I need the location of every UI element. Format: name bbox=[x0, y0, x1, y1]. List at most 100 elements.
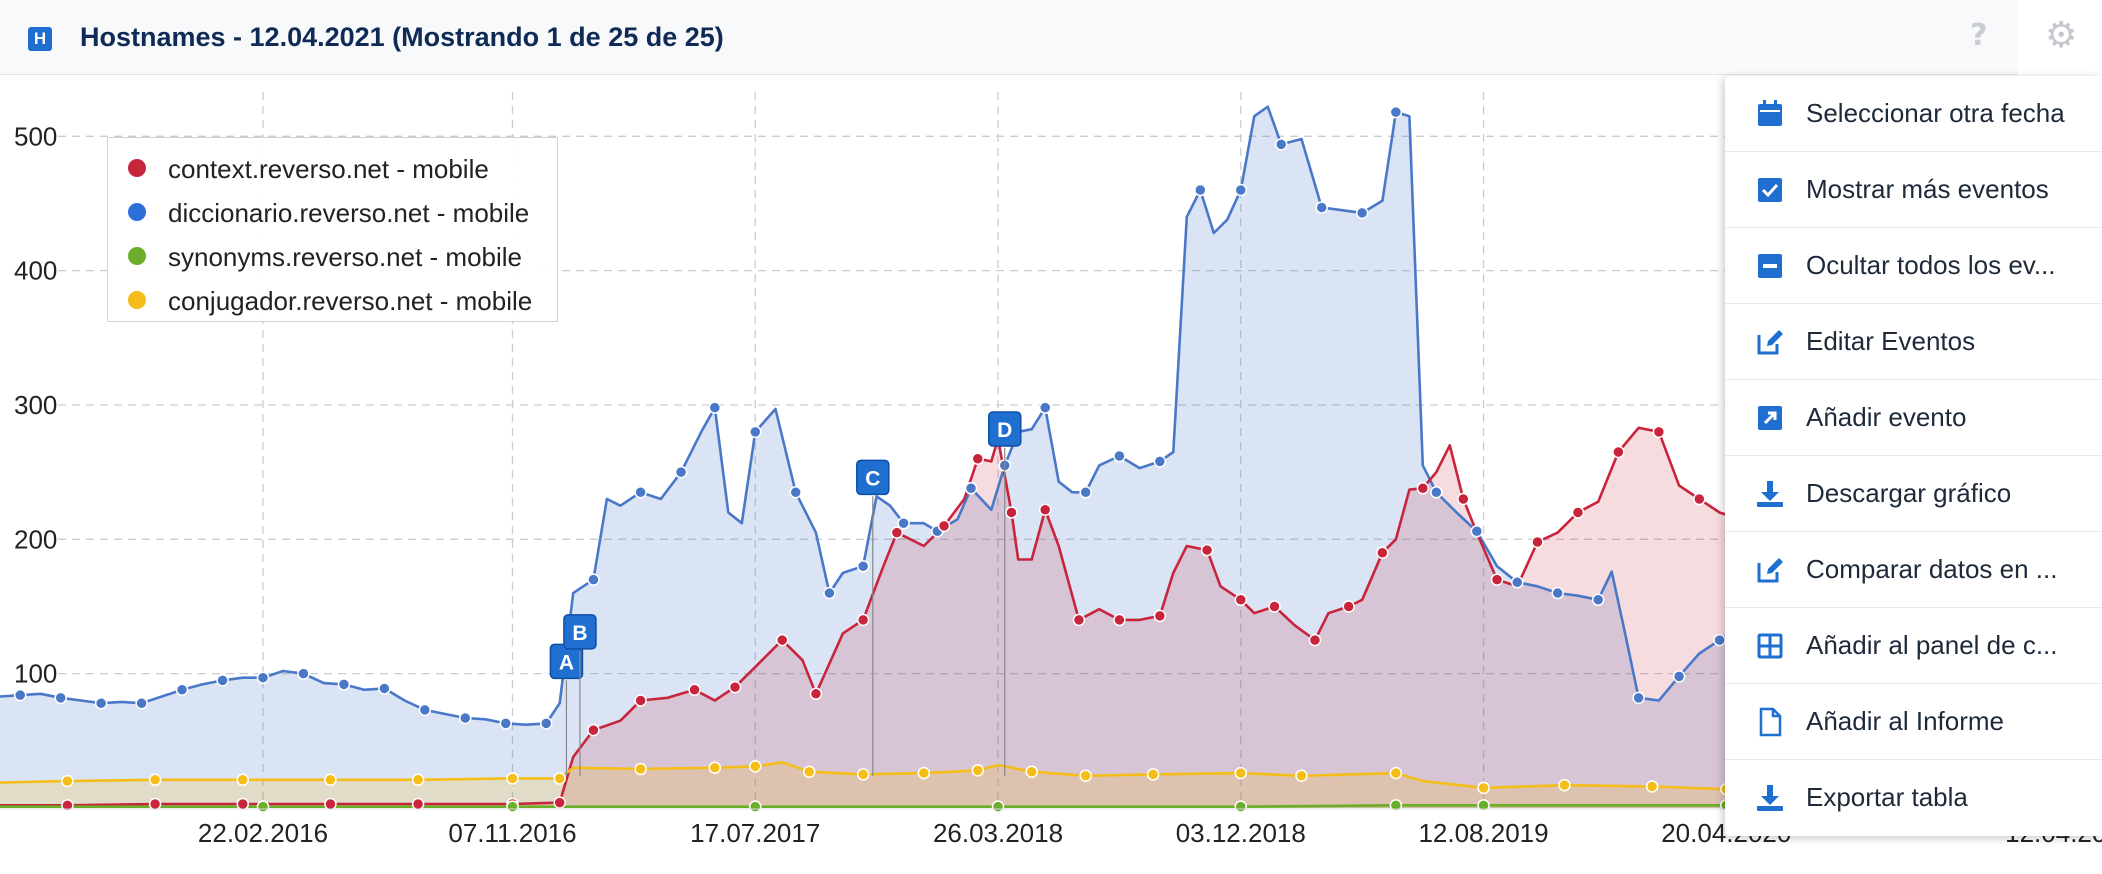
data-point[interactable] bbox=[1113, 613, 1126, 627]
data-point[interactable] bbox=[856, 768, 870, 781]
data-point[interactable] bbox=[674, 465, 688, 479]
data-point[interactable] bbox=[634, 486, 647, 499]
data-point[interactable] bbox=[708, 761, 722, 774]
data-point[interactable] bbox=[1591, 593, 1605, 607]
data-point[interactable] bbox=[1038, 401, 1052, 414]
data-point[interactable] bbox=[1612, 445, 1625, 459]
event-layer[interactable]: AB C D bbox=[549, 411, 1022, 776]
data-point[interactable] bbox=[324, 797, 337, 811]
menu-item-add-to-dashboard[interactable]: Añadir al panel de c... bbox=[1725, 608, 2102, 684]
data-point[interactable] bbox=[1153, 455, 1167, 468]
data-point[interactable] bbox=[634, 762, 647, 776]
data-point[interactable] bbox=[1430, 486, 1443, 499]
data-point[interactable] bbox=[297, 667, 310, 680]
data-point[interactable] bbox=[13, 688, 27, 702]
data-point[interactable] bbox=[890, 526, 904, 539]
menu-item-select-date[interactable]: Seleccionar otra fecha bbox=[1725, 76, 2102, 152]
data-point[interactable] bbox=[94, 696, 108, 710]
data-point[interactable] bbox=[1470, 525, 1484, 538]
data-point[interactable] bbox=[1389, 799, 1403, 812]
data-point[interactable] bbox=[749, 425, 762, 439]
data-point[interactable] bbox=[1342, 600, 1355, 613]
data-point[interactable] bbox=[1490, 573, 1504, 586]
data-point[interactable] bbox=[1146, 768, 1160, 781]
data-point[interactable] bbox=[1234, 593, 1248, 607]
data-point[interactable] bbox=[1551, 586, 1564, 600]
data-point[interactable] bbox=[459, 711, 472, 725]
data-point[interactable] bbox=[54, 691, 67, 705]
data-point[interactable] bbox=[337, 678, 351, 691]
menu-item-add-event[interactable]: Añadir evento bbox=[1725, 380, 2102, 456]
data-point[interactable] bbox=[236, 797, 250, 811]
menu-item-edit-events[interactable]: Editar Eventos bbox=[1725, 304, 2102, 380]
data-point[interactable] bbox=[634, 694, 647, 707]
data-point[interactable] bbox=[61, 799, 74, 812]
data-point[interactable] bbox=[1376, 546, 1389, 560]
data-point[interactable] bbox=[148, 797, 162, 811]
data-point[interactable] bbox=[856, 559, 870, 573]
data-point[interactable] bbox=[917, 766, 931, 780]
data-point[interactable] bbox=[1200, 543, 1214, 557]
data-point[interactable] bbox=[1645, 780, 1659, 793]
data-point[interactable] bbox=[1194, 183, 1207, 197]
data-point[interactable] bbox=[1234, 183, 1248, 197]
data-point[interactable] bbox=[1315, 201, 1328, 214]
data-point[interactable] bbox=[688, 683, 701, 697]
data-point[interactable] bbox=[1113, 449, 1126, 463]
data-point[interactable] bbox=[1274, 138, 1288, 151]
data-point[interactable] bbox=[823, 586, 836, 600]
data-point[interactable] bbox=[1558, 778, 1571, 792]
data-point[interactable] bbox=[411, 797, 425, 811]
data-point[interactable] bbox=[971, 764, 985, 777]
data-point[interactable] bbox=[1234, 766, 1248, 780]
menu-item-download-chart[interactable]: Descargar gráfico bbox=[1725, 456, 2102, 532]
data-point[interactable] bbox=[809, 687, 823, 701]
data-point[interactable] bbox=[1672, 670, 1686, 683]
data-point[interactable] bbox=[1005, 506, 1018, 519]
data-point[interactable] bbox=[1531, 535, 1544, 549]
data-point[interactable] bbox=[175, 683, 189, 697]
data-point[interactable] bbox=[506, 772, 519, 785]
data-point[interactable] bbox=[1079, 486, 1092, 499]
data-point[interactable] bbox=[1038, 503, 1052, 517]
data-point[interactable] bbox=[1652, 425, 1666, 439]
data-point[interactable] bbox=[1511, 576, 1524, 589]
data-point[interactable] bbox=[789, 486, 802, 499]
data-point[interactable] bbox=[971, 452, 985, 465]
data-point[interactable] bbox=[964, 482, 978, 495]
data-point[interactable] bbox=[216, 674, 229, 687]
data-point[interactable] bbox=[1457, 492, 1470, 506]
data-point[interactable] bbox=[897, 516, 910, 530]
data-point[interactable] bbox=[708, 401, 722, 414]
data-point[interactable] bbox=[728, 680, 742, 694]
data-point[interactable] bbox=[587, 573, 600, 586]
menu-item-export-table[interactable]: Exportar tabla bbox=[1725, 760, 2102, 836]
data-point[interactable] bbox=[1295, 769, 1308, 783]
help-icon[interactable]: ? bbox=[1970, 18, 1988, 53]
data-point[interactable] bbox=[856, 613, 870, 627]
data-point[interactable] bbox=[539, 717, 553, 730]
data-point[interactable] bbox=[1416, 482, 1430, 495]
data-point[interactable] bbox=[61, 774, 74, 788]
data-point[interactable] bbox=[499, 717, 513, 730]
data-point[interactable] bbox=[749, 800, 762, 813]
data-point[interactable] bbox=[1079, 769, 1092, 783]
data-point[interactable] bbox=[749, 760, 762, 773]
data-point[interactable] bbox=[256, 671, 270, 684]
data-point[interactable] bbox=[148, 773, 162, 787]
data-point[interactable] bbox=[1153, 609, 1167, 623]
data-point[interactable] bbox=[991, 800, 1005, 813]
data-point[interactable] bbox=[1477, 781, 1490, 795]
menu-item-hide-events[interactable]: Ocultar todos los ev... bbox=[1725, 228, 2102, 304]
data-point[interactable] bbox=[411, 773, 425, 787]
data-point[interactable] bbox=[1355, 206, 1369, 220]
data-point[interactable] bbox=[1308, 633, 1322, 647]
data-point[interactable] bbox=[506, 800, 519, 813]
data-point[interactable] bbox=[1713, 633, 1726, 647]
menu-item-show-events[interactable]: Mostrar más eventos bbox=[1725, 152, 2102, 228]
data-point[interactable] bbox=[135, 696, 148, 710]
data-point[interactable] bbox=[553, 796, 566, 809]
data-point[interactable] bbox=[1389, 105, 1403, 119]
event-flag[interactable] bbox=[563, 614, 597, 650]
data-point[interactable] bbox=[1571, 506, 1585, 519]
